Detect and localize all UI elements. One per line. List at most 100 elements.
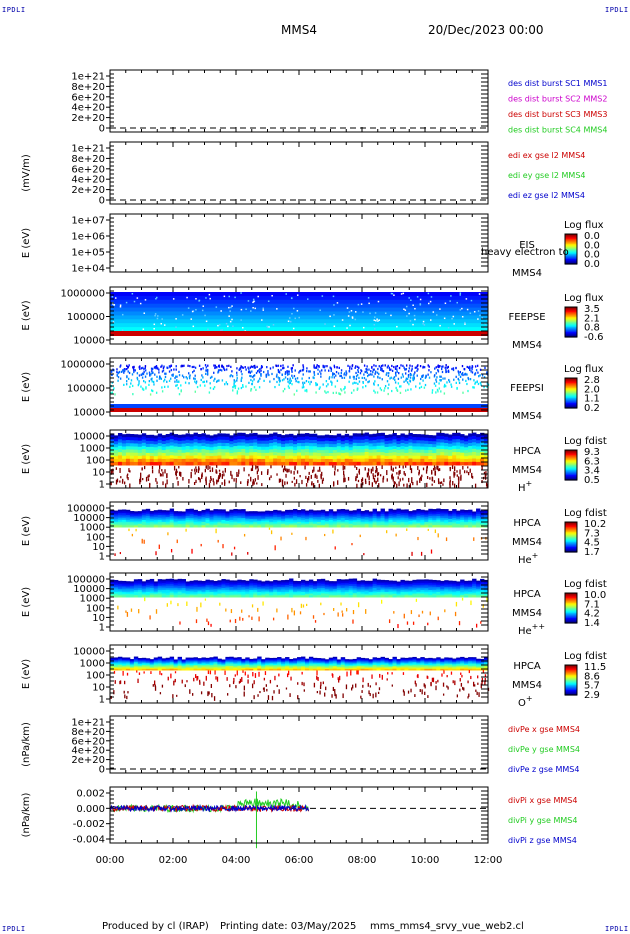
spectrogram-speck bbox=[421, 474, 423, 478]
spectrogram-speck bbox=[462, 378, 464, 381]
spectrogram-cell bbox=[145, 525, 151, 528]
spectrogram-speck bbox=[419, 298, 422, 301]
spectrogram-cell bbox=[432, 438, 437, 442]
colorbar-cell bbox=[565, 522, 577, 524]
spectrogram-speck bbox=[314, 473, 317, 477]
spectrogram-cell bbox=[356, 514, 362, 517]
spectrogram-cell bbox=[257, 516, 262, 519]
spectrogram-speck bbox=[290, 470, 292, 474]
spectrogram-cell bbox=[277, 585, 282, 588]
spectrogram-cell bbox=[428, 456, 433, 460]
spectrogram-speck bbox=[412, 304, 414, 306]
spectrogram-speck bbox=[258, 369, 260, 372]
spectrogram-speck bbox=[155, 551, 157, 556]
spectrogram-speck bbox=[132, 366, 134, 369]
spectrogram-speck bbox=[116, 371, 118, 374]
spectrogram-cell bbox=[364, 448, 370, 453]
spectrogram-cell bbox=[153, 435, 159, 439]
spectrogram-cell bbox=[328, 511, 334, 514]
spectrogram-cell bbox=[241, 514, 246, 517]
spectrogram-cell bbox=[201, 592, 206, 595]
spectrogram-speck bbox=[351, 316, 354, 318]
spectrogram-cell bbox=[261, 449, 266, 454]
spectrogram-cell bbox=[332, 516, 338, 519]
spectrogram-cell bbox=[221, 436, 226, 441]
spectrogram-cell bbox=[205, 517, 210, 521]
colorbar-cell bbox=[565, 463, 577, 466]
spectrogram-cell bbox=[480, 455, 485, 460]
colorbar-cell bbox=[565, 239, 577, 241]
spectrogram-cell bbox=[245, 523, 250, 526]
spectrogram-cell bbox=[133, 440, 139, 444]
spectrogram-cell bbox=[221, 452, 226, 457]
spectrogram-cell bbox=[304, 580, 310, 583]
spectrogram-cell bbox=[133, 511, 139, 514]
spectrogram-cell bbox=[281, 447, 286, 451]
colorbar-cell bbox=[565, 455, 577, 457]
spectrogram-speck bbox=[481, 479, 483, 484]
spectrogram-speck bbox=[287, 385, 290, 388]
spectrogram-speck bbox=[260, 365, 263, 368]
spectrogram-speck bbox=[447, 327, 450, 329]
spectrogram-cell bbox=[177, 514, 183, 517]
spectrogram-cell bbox=[185, 589, 190, 592]
spectrogram-speck bbox=[408, 370, 410, 373]
spectrogram-speck bbox=[243, 533, 246, 537]
spectrogram-cell bbox=[281, 595, 286, 598]
spectrogram-cell bbox=[145, 586, 151, 589]
spectrogram-speck bbox=[397, 476, 399, 480]
spectrogram-speck bbox=[438, 382, 440, 385]
spectrogram-cell bbox=[448, 515, 453, 518]
spectrogram-cell bbox=[416, 508, 421, 512]
spectrogram-cell bbox=[161, 444, 167, 448]
spectrogram-cell bbox=[217, 591, 222, 595]
spectrogram-cell bbox=[113, 523, 119, 526]
spectrogram-speck bbox=[257, 465, 259, 469]
spectrogram-cell bbox=[300, 452, 306, 457]
spectrogram-cell bbox=[320, 589, 326, 593]
spectrogram-cell bbox=[201, 593, 206, 596]
spectrogram-cell bbox=[277, 580, 282, 583]
spectrogram-cell bbox=[113, 518, 119, 521]
spectrogram-cell bbox=[241, 442, 246, 447]
spectrogram-cell bbox=[261, 517, 266, 520]
spectrogram-speck bbox=[346, 327, 348, 329]
spectrogram-cell bbox=[257, 585, 262, 588]
spectrogram-speck bbox=[158, 368, 160, 371]
spectrogram-speck bbox=[229, 375, 231, 378]
spectrogram-speck bbox=[360, 303, 363, 305]
spectrogram-cell bbox=[265, 443, 270, 448]
spectrogram-cell bbox=[217, 509, 222, 512]
spectrogram-speck bbox=[387, 374, 390, 377]
spectrogram-cell bbox=[472, 511, 477, 514]
spectrogram-speck bbox=[474, 365, 477, 368]
spectrogram-cell bbox=[153, 462, 159, 466]
spectrogram-cell bbox=[205, 449, 210, 454]
spectrogram-speck bbox=[245, 385, 247, 388]
spectrogram-cell bbox=[233, 583, 238, 586]
spectrogram-speck bbox=[332, 374, 334, 377]
spectrogram-cell bbox=[229, 518, 234, 521]
spectrogram-speck bbox=[155, 477, 157, 482]
spectrogram-cell bbox=[328, 589, 334, 592]
spectrogram-cell bbox=[412, 443, 417, 447]
spectrogram-cell bbox=[464, 520, 469, 523]
spectrogram-cell bbox=[476, 440, 481, 444]
spectrogram-cell bbox=[169, 448, 175, 453]
spectrogram-speck bbox=[223, 295, 226, 298]
spectrogram-cell bbox=[121, 588, 127, 592]
spectrogram-speck bbox=[302, 365, 305, 369]
spectrogram-speck bbox=[234, 384, 237, 388]
spectrogram-speck bbox=[241, 609, 243, 613]
spectrogram-speck bbox=[226, 364, 228, 368]
colorbar-tick-label: 0.8 bbox=[584, 323, 600, 334]
spectrogram-cell bbox=[225, 593, 230, 596]
spectrogram-cell bbox=[165, 521, 171, 525]
spectrogram-speck bbox=[455, 381, 457, 385]
spectrogram-speck bbox=[227, 325, 229, 328]
y-tick-label: 0 bbox=[99, 196, 105, 207]
spectrogram-cell bbox=[452, 523, 457, 526]
colorbar-cell bbox=[565, 259, 577, 261]
spectrogram-cell bbox=[121, 587, 127, 590]
